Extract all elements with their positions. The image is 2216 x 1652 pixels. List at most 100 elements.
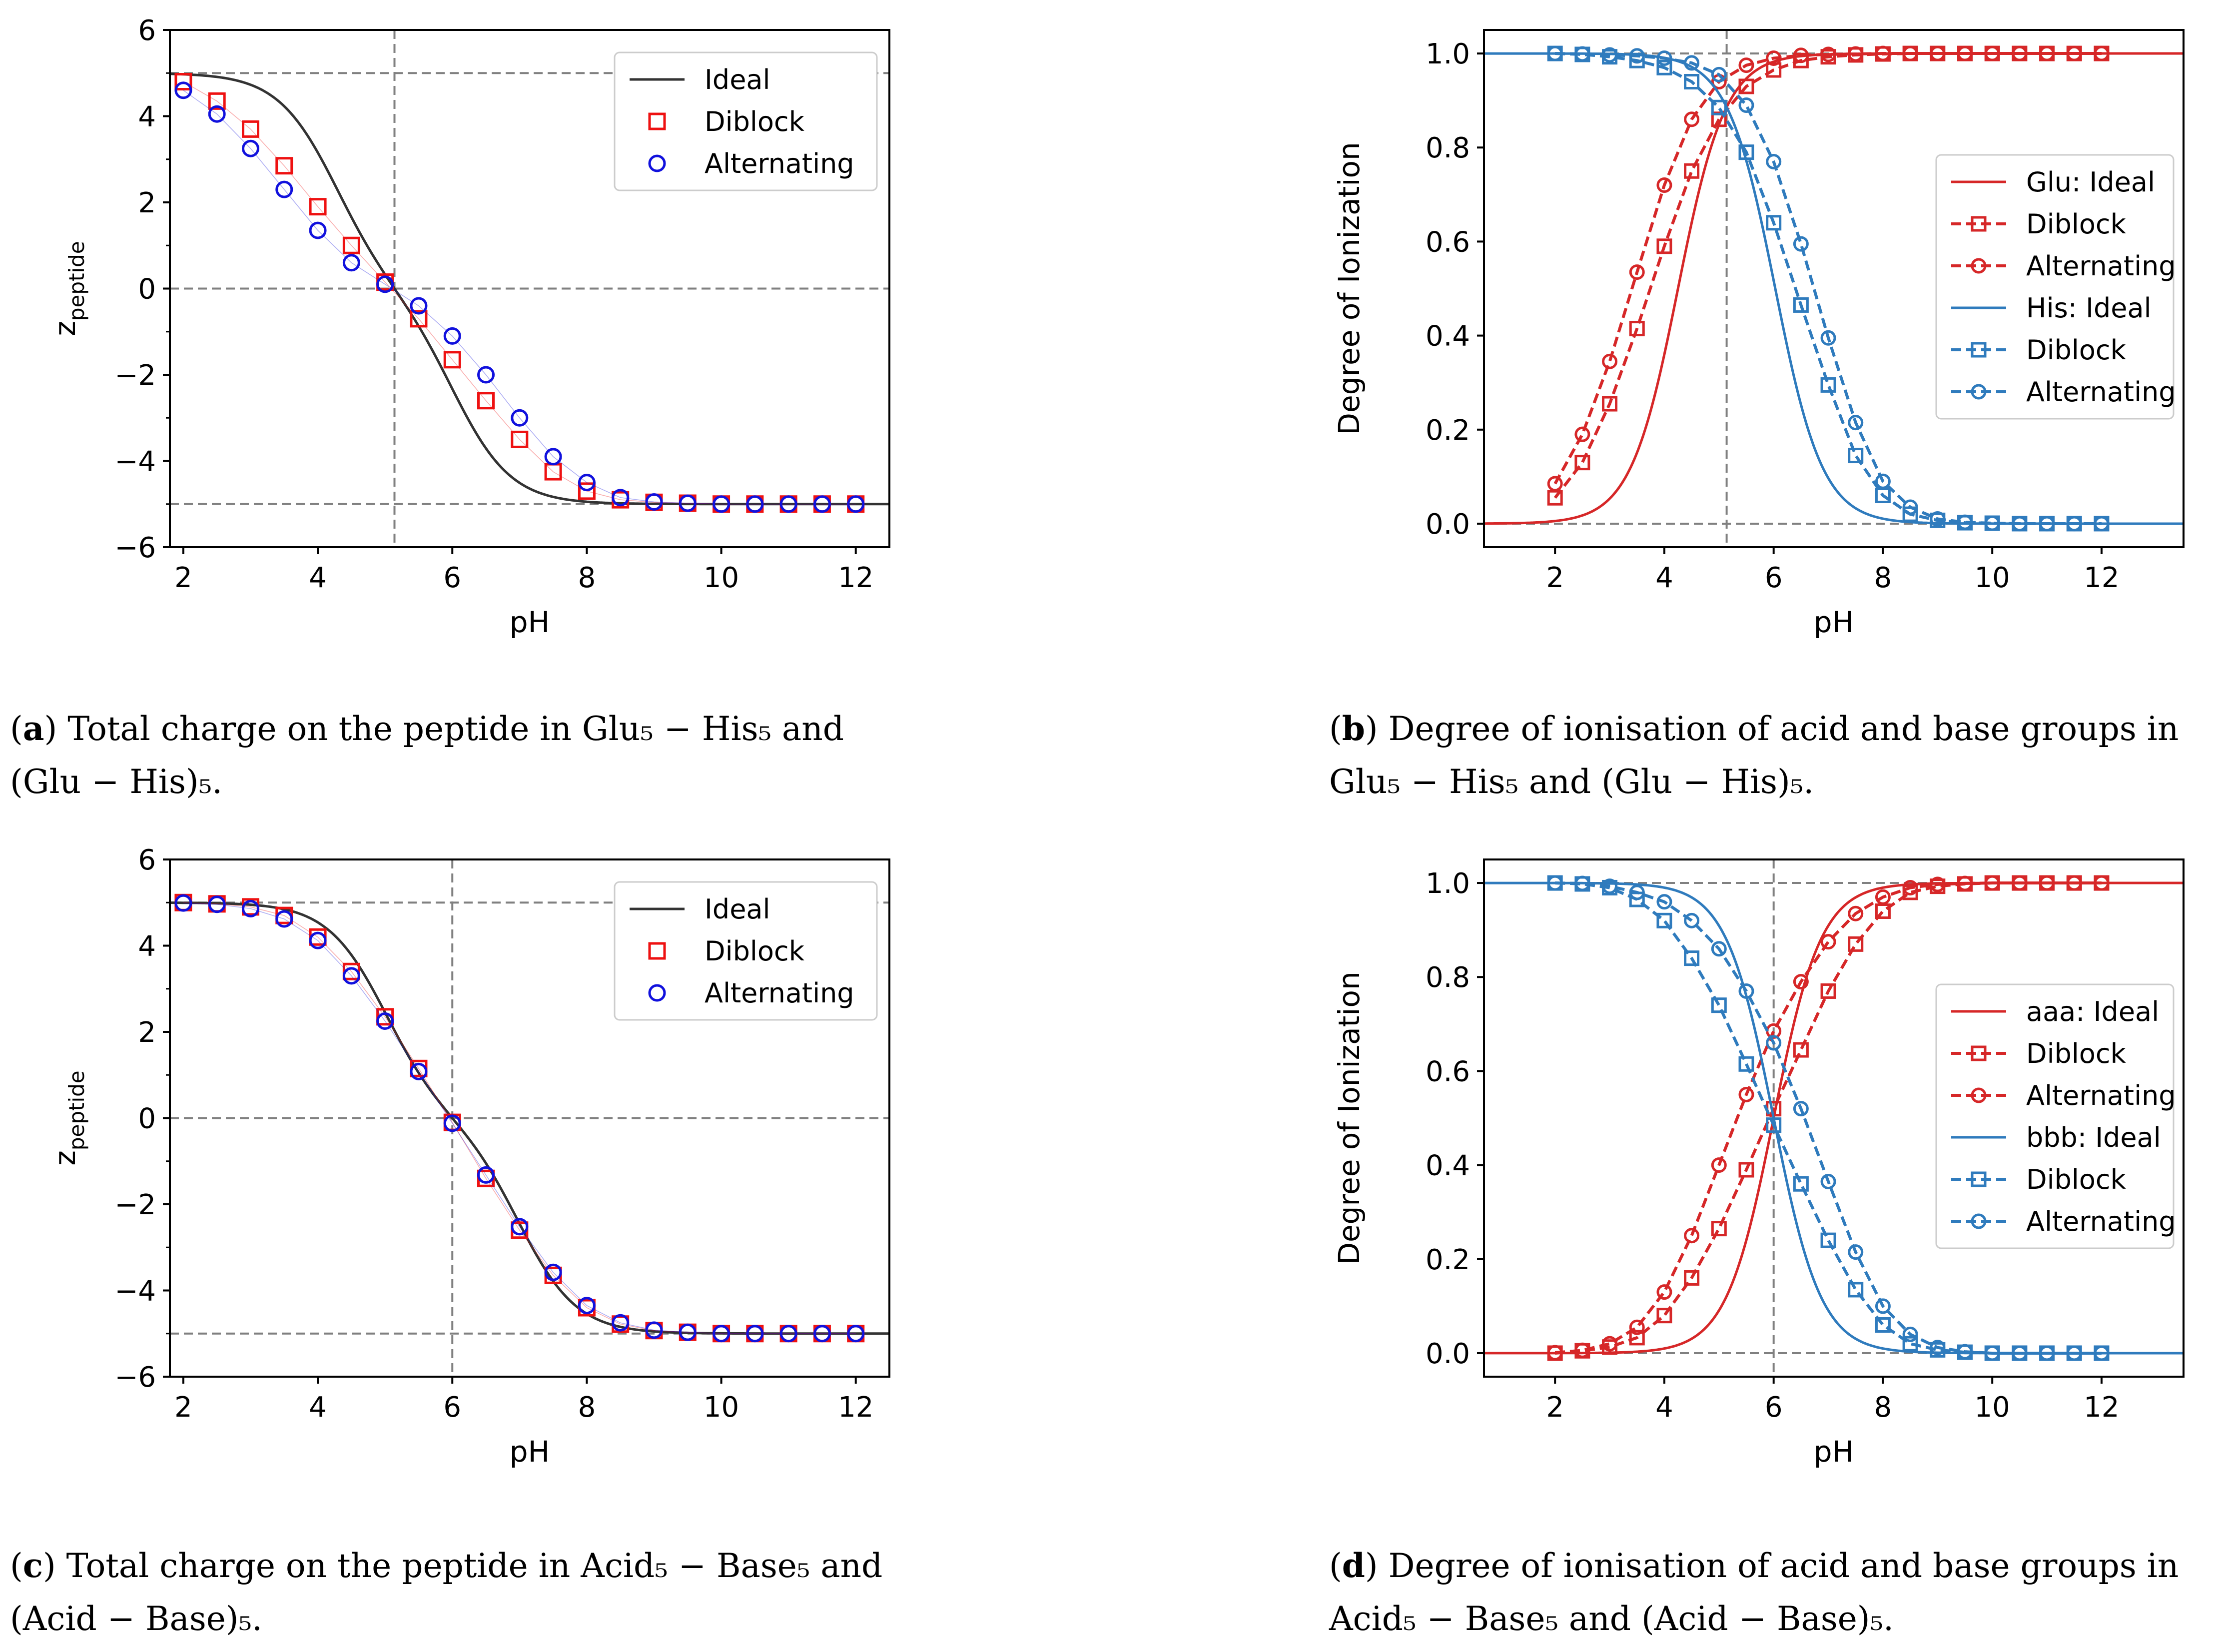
data-point <box>275 910 293 928</box>
y-tick-label: −6 <box>114 532 156 564</box>
data-point <box>1902 499 1918 515</box>
legend-label: bbb: Ideal <box>2026 1122 2161 1153</box>
data-point <box>1875 889 1891 905</box>
data-point <box>1820 46 1836 62</box>
legend-marker <box>1971 258 1987 274</box>
legend-label: Alternating <box>2026 376 2176 408</box>
legend-box <box>1935 983 2175 1249</box>
caption-tag: c <box>22 1546 43 1585</box>
data-point <box>1902 879 1918 895</box>
data-point <box>1547 1345 1563 1361</box>
data-point <box>309 198 327 216</box>
legend: Ideal Diblock Alternating <box>614 51 878 191</box>
data-point <box>443 1114 461 1132</box>
data-point <box>1738 1162 1754 1178</box>
data-point <box>779 1325 797 1343</box>
x-axis-label: pH <box>1814 1435 1854 1469</box>
data-point <box>1574 1342 1590 1358</box>
data-point <box>376 1012 394 1030</box>
legend-box <box>614 51 878 191</box>
data-point <box>511 430 529 448</box>
legend-marker <box>1971 1171 1987 1187</box>
data-point <box>1930 1340 1946 1356</box>
series-line <box>1555 881 2102 1355</box>
series-line <box>170 901 889 1335</box>
data-point <box>713 495 731 513</box>
data-point <box>2039 1345 2055 1361</box>
x-tick-label: 4 <box>1655 562 1673 594</box>
data-point <box>208 92 226 110</box>
series-line <box>1554 881 2102 1354</box>
legend-label: Glu: Ideal <box>2026 166 2155 198</box>
y-tick-label: 0.4 <box>1426 1150 1470 1182</box>
data-point <box>2012 45 2028 61</box>
y-tick-label: 0 <box>138 273 156 306</box>
legend-marker <box>648 112 666 130</box>
data-point <box>2094 516 2110 532</box>
caption-line: Total charge on the peptide in Glu₅ − Hi… <box>67 710 844 748</box>
y-tick-label: 0.8 <box>1426 961 1470 994</box>
x-tick-label: 4 <box>1655 1391 1673 1424</box>
series-5 <box>1547 45 2110 532</box>
y-tick-label: 0.6 <box>1426 1055 1470 1088</box>
data-point <box>679 494 697 512</box>
x-tick-label: 2 <box>174 1391 192 1424</box>
data-point <box>847 1325 865 1343</box>
legend-label: Ideal <box>705 893 770 925</box>
x-tick-label: 2 <box>1546 562 1564 594</box>
data-point <box>612 489 630 507</box>
data-point <box>1848 448 1864 464</box>
legend-marker <box>1971 1087 1987 1103</box>
legend-label: Ideal <box>705 64 770 95</box>
caption-line: Degree of ionisation of acid and base gr… <box>1388 1547 2179 1585</box>
legend-label: Alternating <box>2026 250 2176 282</box>
data-point <box>1902 884 1918 900</box>
data-point <box>1574 46 1590 62</box>
data-point <box>578 1297 596 1315</box>
data-point <box>2012 1345 2028 1361</box>
data-point <box>1793 974 1809 990</box>
legend-label: aaa: Ideal <box>2026 996 2159 1027</box>
legend-label: Alternating <box>705 977 854 1009</box>
x-tick-label: 8 <box>578 562 596 594</box>
data-point <box>241 139 259 157</box>
data-point <box>1629 48 1645 64</box>
data-point <box>1738 983 1754 999</box>
legend-label: Diblock <box>2026 1038 2127 1069</box>
data-point <box>1656 1308 1672 1324</box>
data-point <box>1574 875 1590 891</box>
data-point <box>1848 415 1864 431</box>
series-connector <box>183 902 856 1334</box>
data-point <box>1629 1330 1645 1346</box>
data-point <box>1848 46 1864 62</box>
data-point <box>443 351 461 369</box>
data-point <box>1656 238 1672 254</box>
data-point <box>1820 330 1836 346</box>
x-tick-label: 10 <box>1975 1391 2010 1424</box>
data-point <box>477 392 495 410</box>
data-point <box>1848 936 1864 952</box>
data-point <box>342 254 360 272</box>
legend-label: Diblock <box>2026 1164 2127 1195</box>
data-point <box>1711 1221 1727 1237</box>
data-point <box>1820 1174 1836 1190</box>
caption-line: Total charge on the peptide in Acid₅ − B… <box>66 1547 883 1585</box>
caption-line: Glu₅ − His₅ and (Glu − His)₅. <box>1329 763 1814 801</box>
y-tick-label: 2 <box>138 187 156 219</box>
data-point <box>578 482 596 500</box>
x-tick-label: 6 <box>1765 1391 1783 1424</box>
series-2 <box>1547 45 2110 492</box>
data-point <box>309 931 327 949</box>
data-point <box>1711 66 1727 82</box>
data-point <box>1738 57 1754 73</box>
data-point <box>1766 153 1782 169</box>
series-line <box>169 72 889 506</box>
y-tick-label: −6 <box>114 1361 156 1394</box>
series-connector <box>183 81 856 505</box>
y-tick-label: 4 <box>138 101 156 133</box>
y-tick-label: 1.0 <box>1426 867 1470 900</box>
data-point <box>1793 297 1809 313</box>
y-axis-label-subscript: peptide <box>64 1070 89 1150</box>
legend-marker <box>648 154 666 172</box>
x-axis-label: pH <box>510 605 550 639</box>
